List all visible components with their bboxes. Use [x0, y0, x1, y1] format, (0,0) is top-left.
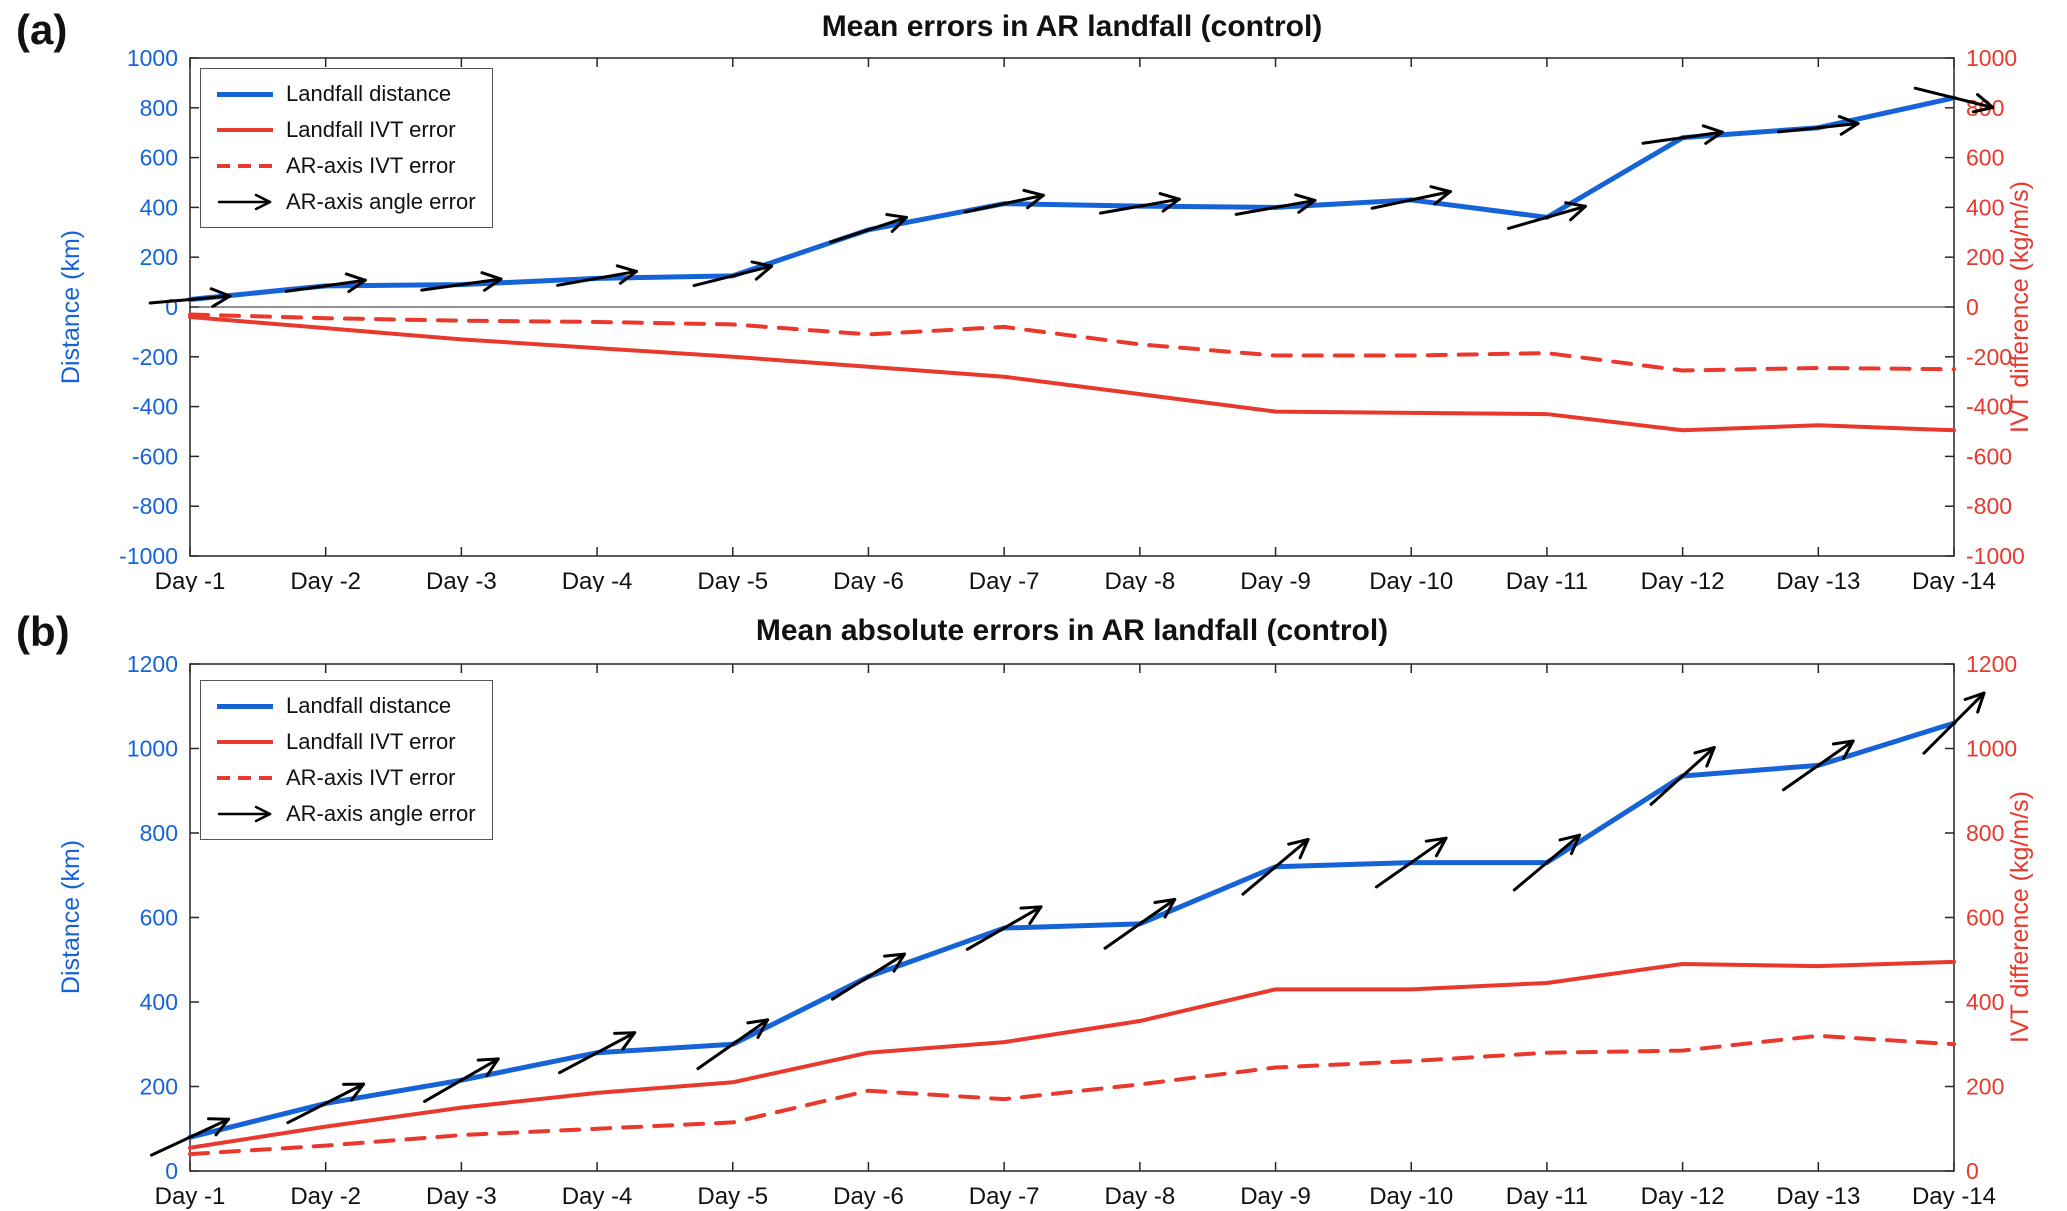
panel-a-title: Mean errors in AR landfall (control) — [821, 10, 1323, 43]
legend-label: AR-axis angle error — [286, 801, 476, 826]
svg-text:Day -14: Day -14 — [1912, 1183, 1996, 1210]
red-line-sample — [217, 740, 273, 744]
svg-text:Day -14: Day -14 — [1912, 568, 1996, 592]
red-dashed-line-sample — [217, 164, 273, 168]
svg-text:Day -2: Day -2 — [290, 1183, 361, 1210]
svg-text:-400: -400 — [132, 394, 178, 420]
svg-text:Day -1: Day -1 — [155, 568, 226, 592]
svg-text:600: 600 — [140, 905, 178, 931]
panel-a-label: (a) — [16, 6, 68, 53]
legend-label: AR-axis IVT error — [286, 765, 456, 790]
red-line-sample — [217, 128, 273, 132]
legend-label: AR-axis angle error — [286, 189, 476, 214]
panel-a-legend: Landfall distance Landfall IVT error AR-… — [200, 68, 493, 228]
svg-text:400: 400 — [140, 194, 178, 220]
legend-label: Landfall distance — [286, 693, 452, 718]
svg-text:Day -10: Day -10 — [1369, 1183, 1453, 1210]
legend-item-ar-axis-angle-error: AR-axis angle error — [217, 799, 476, 829]
svg-text:Day -13: Day -13 — [1776, 568, 1860, 592]
svg-text:800: 800 — [140, 820, 178, 846]
svg-text:-1000: -1000 — [1966, 543, 2025, 569]
legend-item-ar-axis-angle-error: AR-axis angle error — [217, 187, 476, 217]
svg-text:Day -9: Day -9 — [1240, 1183, 1311, 1210]
svg-text:-400: -400 — [1966, 394, 2012, 420]
svg-text:Day -11: Day -11 — [1506, 1183, 1588, 1210]
svg-text:-800: -800 — [132, 493, 178, 519]
red-dashed-line-sample — [217, 776, 273, 780]
svg-text:Day -7: Day -7 — [969, 568, 1040, 592]
panel-b-chart: 0 0 200 200 400 400 600 600 800 800 1000 1000 1200 12… — [127, 651, 2017, 1210]
blue-line-sample — [217, 703, 273, 709]
svg-text:200: 200 — [140, 1074, 178, 1100]
svg-text:Day -2: Day -2 — [290, 568, 361, 592]
svg-text:1000: 1000 — [1966, 45, 2017, 71]
svg-text:1000: 1000 — [1966, 736, 2017, 762]
svg-text:-600: -600 — [132, 443, 178, 469]
svg-text:Day -12: Day -12 — [1641, 1183, 1725, 1210]
svg-text:1000: 1000 — [127, 45, 178, 71]
svg-text:Day -11: Day -11 — [1506, 568, 1588, 592]
svg-text:Day -8: Day -8 — [1105, 568, 1176, 592]
svg-text:600: 600 — [1966, 905, 2004, 931]
panel-a: (a) Mean errors in AR landfall (control)… — [0, 0, 2067, 592]
svg-text:Day -4: Day -4 — [562, 1183, 633, 1210]
svg-text:400: 400 — [140, 989, 178, 1015]
svg-text:Day -7: Day -7 — [969, 1183, 1040, 1210]
svg-text:Day -8: Day -8 — [1105, 1183, 1176, 1210]
svg-text:0: 0 — [1966, 294, 1979, 320]
legend-item-landfall-ivt-error: Landfall IVT error — [217, 115, 476, 145]
svg-text:Day -12: Day -12 — [1641, 568, 1725, 592]
svg-text:-800: -800 — [1966, 493, 2012, 519]
svg-text:Day -6: Day -6 — [833, 1183, 904, 1210]
legend-item-ar-axis-ivt-error: AR-axis IVT error — [217, 151, 476, 181]
svg-text:Day -9: Day -9 — [1240, 568, 1311, 592]
legend-item-ar-axis-ivt-error: AR-axis IVT error — [217, 763, 476, 793]
svg-text:1200: 1200 — [127, 651, 178, 677]
svg-text:0: 0 — [165, 1158, 178, 1184]
svg-text:Day -1: Day -1 — [155, 1183, 226, 1210]
legend-label: Landfall IVT error — [286, 117, 456, 142]
svg-text:-200: -200 — [132, 344, 178, 370]
svg-text:1000: 1000 — [127, 736, 178, 762]
svg-text:Day -10: Day -10 — [1369, 568, 1453, 592]
svg-text:0: 0 — [165, 294, 178, 320]
svg-text:-200: -200 — [1966, 344, 2012, 370]
legend-item-landfall-distance: Landfall distance — [217, 691, 476, 721]
svg-text:-1000: -1000 — [119, 543, 178, 569]
svg-text:-600: -600 — [1966, 443, 2012, 469]
legend-label: Landfall distance — [286, 81, 452, 106]
legend-item-landfall-ivt-error: Landfall IVT error — [217, 727, 476, 757]
svg-text:Day -6: Day -6 — [833, 568, 904, 592]
legend-label: Landfall IVT error — [286, 729, 456, 754]
svg-text:600: 600 — [140, 145, 178, 171]
svg-text:Day -5: Day -5 — [697, 1183, 768, 1210]
svg-text:200: 200 — [1966, 1074, 2004, 1100]
svg-text:800: 800 — [140, 95, 178, 121]
svg-text:800: 800 — [1966, 820, 2004, 846]
panel-b-legend: Landfall distance Landfall IVT error AR-… — [200, 680, 493, 840]
legend-label: AR-axis IVT error — [286, 153, 456, 178]
arrow-icon — [217, 191, 273, 213]
svg-text:600: 600 — [1966, 145, 2004, 171]
svg-text:400: 400 — [1966, 989, 2004, 1015]
panel-b: (b) Mean absolute errors in AR landfall … — [0, 592, 2067, 1211]
panel-b-label: (b) — [16, 608, 70, 655]
svg-text:Day -3: Day -3 — [426, 1183, 497, 1210]
panel-a-chart: -1000 -1000 -800 -800 -600 -600 -400 -400 -200 -2… — [119, 45, 2025, 592]
svg-text:200: 200 — [140, 244, 178, 270]
svg-text:200: 200 — [1966, 244, 2004, 270]
svg-text:Day -3: Day -3 — [426, 568, 497, 592]
arrow-icon — [217, 803, 273, 825]
panel-b-title: Mean absolute errors in AR landfall (con… — [755, 614, 1389, 647]
svg-text:Day -4: Day -4 — [562, 568, 633, 592]
svg-text:Day -5: Day -5 — [697, 568, 768, 592]
svg-text:1200: 1200 — [1966, 651, 2017, 677]
blue-line-sample — [217, 91, 273, 97]
svg-text:400: 400 — [1966, 194, 2004, 220]
legend-item-landfall-distance: Landfall distance — [217, 79, 476, 109]
svg-text:0: 0 — [1966, 1158, 1979, 1184]
svg-text:Day -13: Day -13 — [1776, 1183, 1860, 1210]
